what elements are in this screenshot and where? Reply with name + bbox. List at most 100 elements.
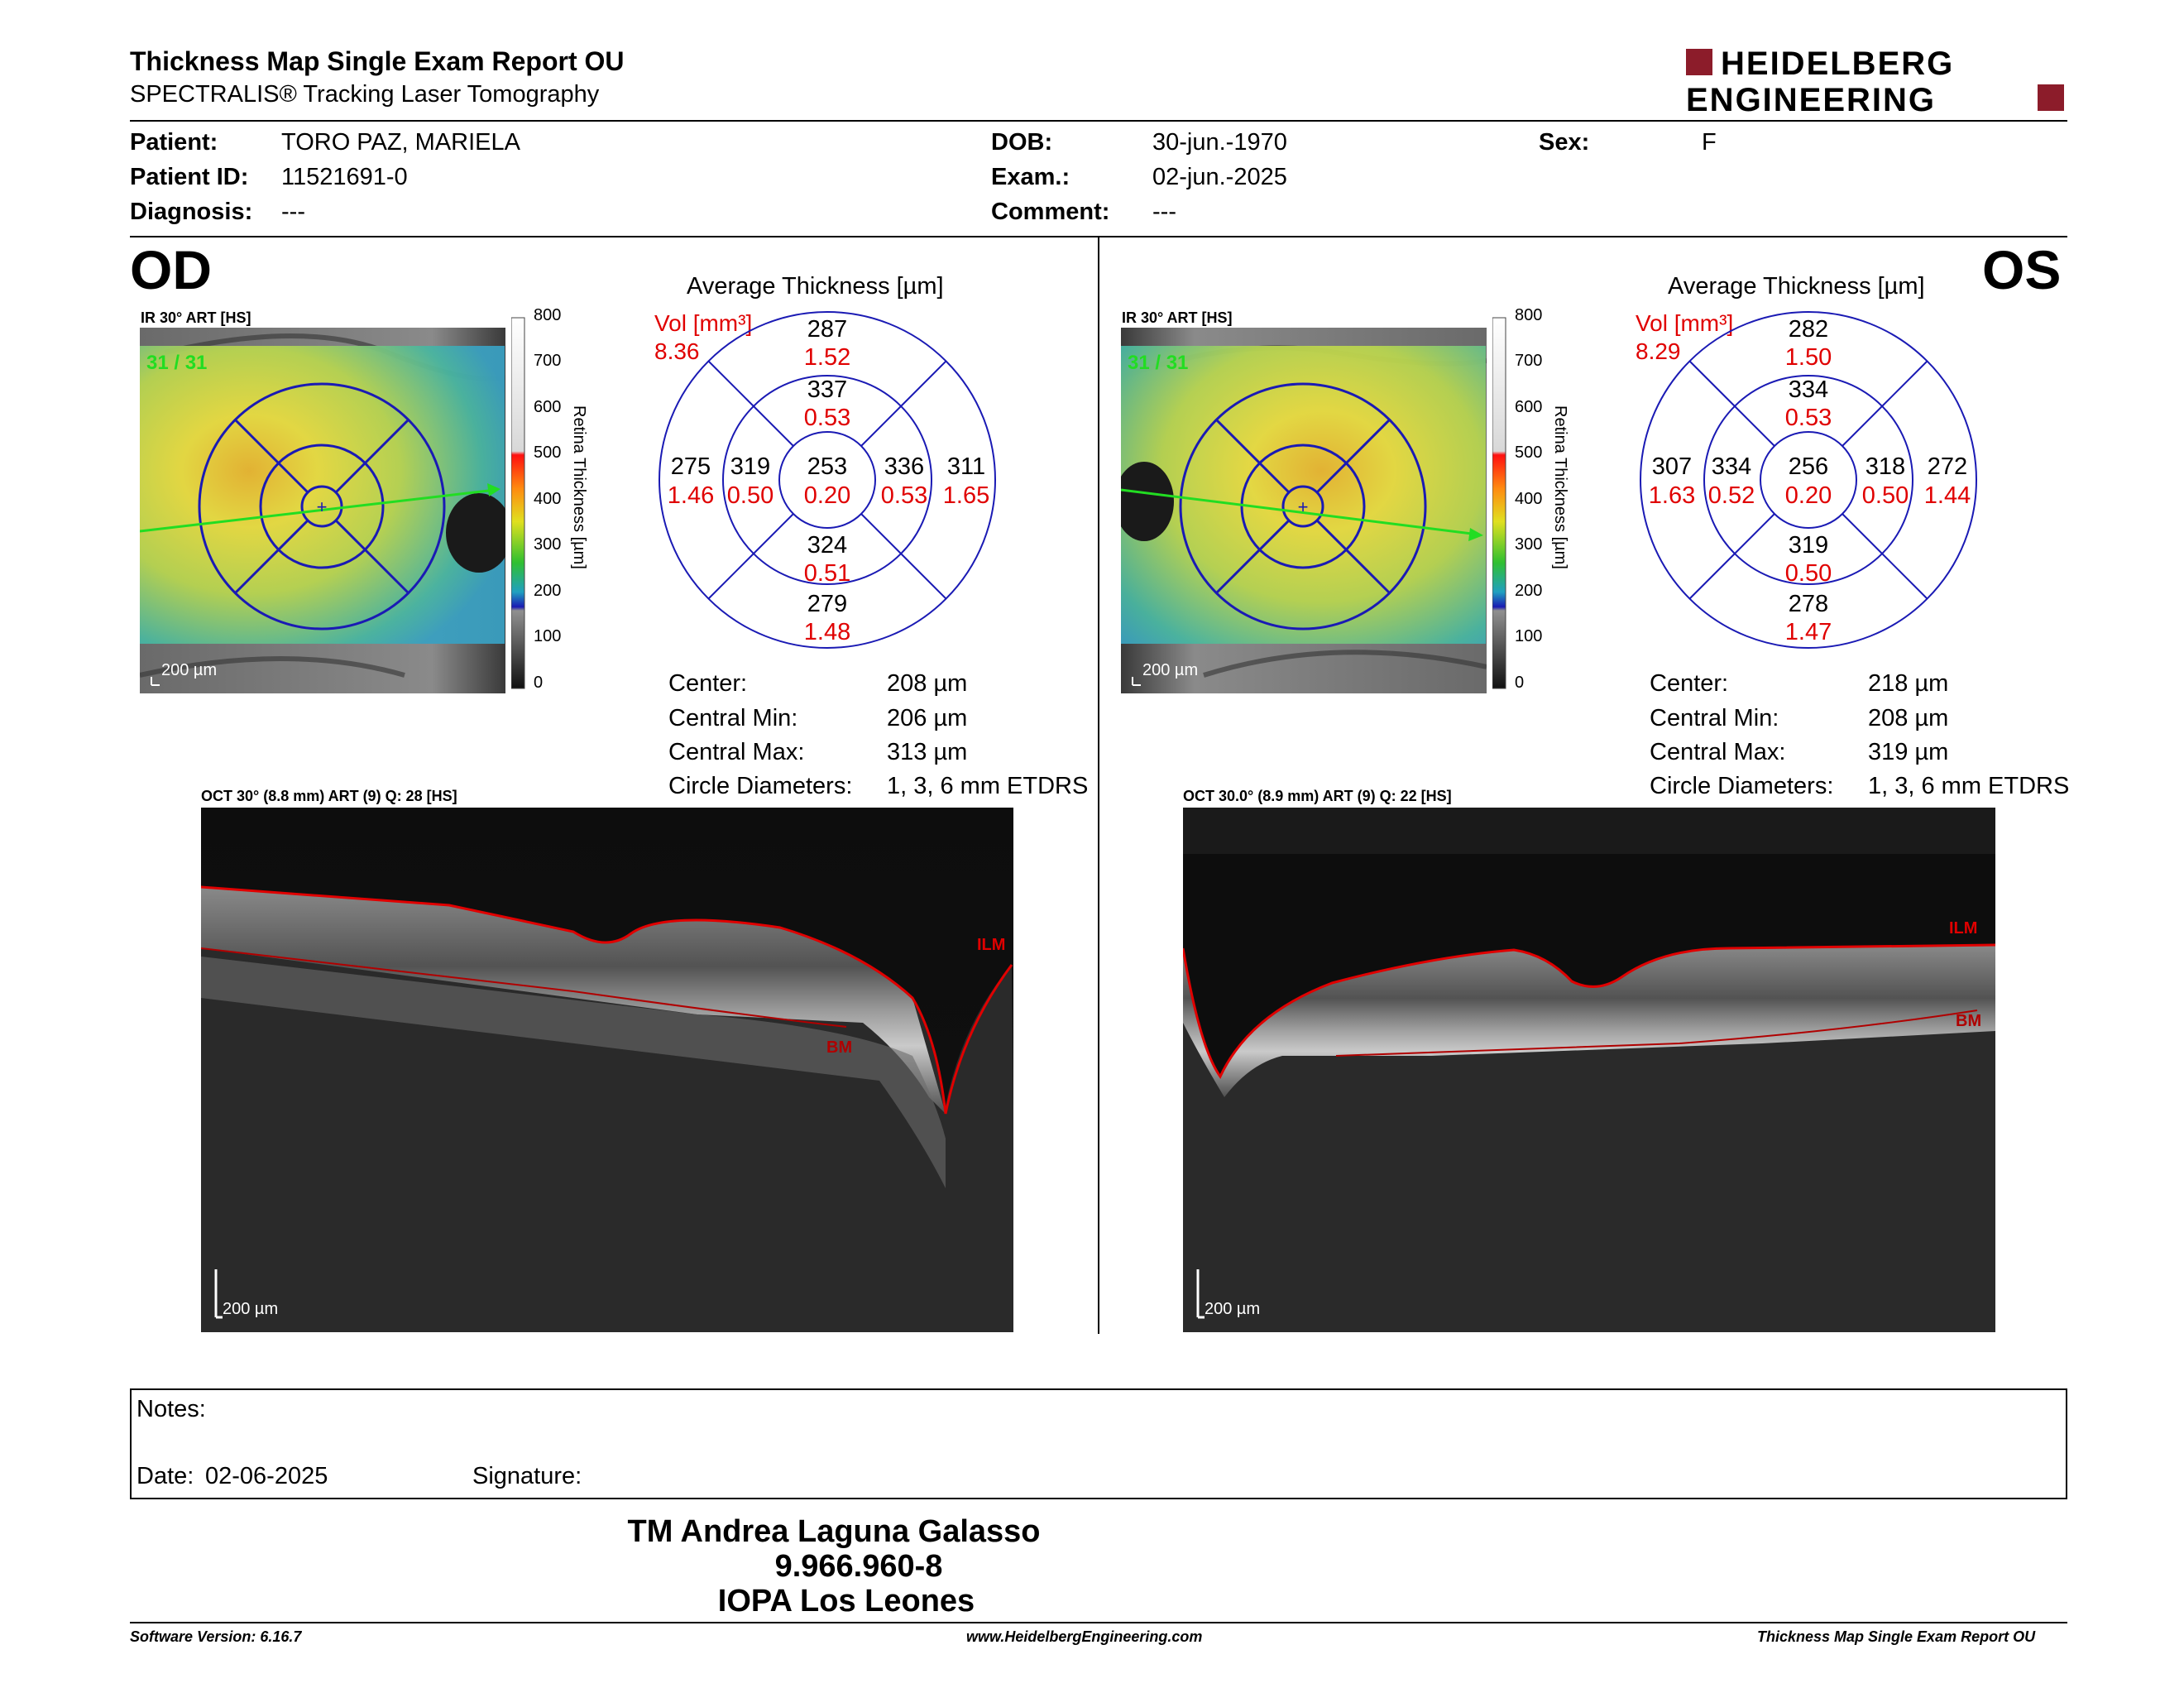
- od-nas-inner-thickness: 336: [884, 453, 924, 480]
- os-nas-inner-thickness: 318: [1866, 453, 1905, 480]
- od-inf-outer-volume: 1.48: [804, 619, 850, 645]
- od-diam-value: 1, 3, 6 mm ETDRS: [887, 773, 1089, 799]
- date-label: Date:: [136, 1463, 194, 1489]
- report-title: Thickness Map Single Exam Report OU: [130, 46, 625, 76]
- svg-text:ILM: ILM: [977, 936, 1005, 954]
- os-nas-inner-volume: 0.50: [1862, 482, 1909, 509]
- software-version: Software Version: 6.16.7: [130, 1628, 302, 1645]
- sex-label: Sex:: [1539, 129, 1590, 156]
- os-oct-bscan: ILM BM 200 µm: [1183, 808, 1995, 1332]
- od-colorbar: [510, 316, 584, 697]
- od-min-value: 206 µm: [887, 705, 968, 731]
- od-ir-caption: IR 30° ART [HS]: [141, 309, 251, 326]
- svg-text:31 / 31: 31 / 31: [1128, 352, 1188, 374]
- date-value: 02-06-2025: [205, 1463, 328, 1489]
- os-inf-outer-volume: 1.47: [1785, 619, 1832, 645]
- patient-name: TORO PAZ, MARIELA: [281, 129, 520, 156]
- od-vol-label: Vol [mm³]: [654, 310, 753, 336]
- od-oct-bscan: ILM BM 200 µm: [201, 808, 1013, 1332]
- svg-text:31 / 31: 31 / 31: [146, 352, 207, 374]
- svg-text:200 µm: 200 µm: [1142, 661, 1198, 679]
- od-sup-inner-thickness: 337: [807, 376, 847, 403]
- od-inf-inner-volume: 0.51: [804, 560, 850, 587]
- os-diam-value: 1, 3, 6 mm ETDRS: [1868, 773, 2070, 799]
- od-temp-inner-volume: 0.50: [727, 482, 774, 509]
- os-nas-outer-thickness: 272: [1928, 453, 1967, 480]
- os-ir-caption: IR 30° ART [HS]: [1122, 309, 1233, 326]
- os-max-value: 319 µm: [1868, 739, 1949, 765]
- od-sup-inner-volume: 0.53: [804, 405, 850, 431]
- exam-label: Exam.:: [991, 164, 1070, 190]
- signature-label: Signature:: [472, 1463, 582, 1489]
- od-inf-inner-thickness: 324: [807, 532, 847, 559]
- os-vol-value: 8.29: [1636, 338, 1681, 364]
- os-sup-inner-volume: 0.53: [1785, 405, 1832, 431]
- os-avg-title: Average Thickness [µm]: [1668, 273, 1925, 300]
- eye-divider: [1098, 237, 1099, 1334]
- comment-value: ---: [1152, 199, 1176, 225]
- signature-clinic: IOPA Los Leones: [717, 1584, 975, 1618]
- os-temp-outer-thickness: 307: [1652, 453, 1692, 480]
- os-etdrs-grid: 282 1.50 334 0.53 307 1.63 334 0.52 256 …: [1640, 311, 1977, 649]
- svg-text:ILM: ILM: [1949, 919, 1977, 938]
- os-sup-inner-thickness: 334: [1789, 376, 1828, 403]
- diagnosis-label: Diagnosis:: [130, 199, 253, 225]
- os-sup-outer-volume: 1.50: [1785, 344, 1832, 371]
- header-divider: [130, 120, 2067, 122]
- notes-box[interactable]: [130, 1388, 2067, 1499]
- od-sup-outer-thickness: 287: [807, 316, 847, 343]
- os-diam-label: Circle Diameters:: [1650, 773, 1834, 799]
- dob-value: 30-jun.-1970: [1152, 129, 1287, 156]
- svg-text:+: +: [317, 496, 328, 517]
- os-inf-inner-thickness: 319: [1789, 532, 1828, 559]
- svg-text:+: +: [1298, 496, 1309, 517]
- notes-label: Notes:: [136, 1396, 206, 1422]
- od-avg-title: Average Thickness [µm]: [687, 273, 944, 300]
- od-center-thickness: 253: [807, 453, 847, 480]
- os-colorbar: [1492, 316, 1565, 697]
- svg-text:HEIDELBERG: HEIDELBERG: [1721, 46, 1954, 82]
- od-nas-inner-volume: 0.53: [881, 482, 927, 509]
- os-nas-outer-volume: 1.44: [1924, 482, 1971, 509]
- os-inf-outer-thickness: 278: [1789, 591, 1828, 617]
- signature-name: TM Andrea Laguna Galasso: [627, 1514, 1041, 1549]
- comment-label: Comment:: [991, 199, 1110, 225]
- od-etdrs-grid: 287 1.52 337 0.53 275 1.46 319 0.50 253 …: [659, 311, 996, 649]
- os-vol-label: Vol [mm³]: [1636, 310, 1734, 336]
- os-oct-caption: OCT 30.0° (8.9 mm) ART (9) Q: 22 [HS]: [1183, 788, 1452, 804]
- os-center-value: 218 µm: [1868, 670, 1949, 697]
- diagnosis-value: ---: [281, 199, 305, 225]
- od-temp-outer-volume: 1.46: [668, 482, 714, 509]
- od-max-value: 313 µm: [887, 739, 968, 765]
- svg-text:BM: BM: [826, 1038, 852, 1057]
- os-eye-label: OS: [1982, 239, 2062, 300]
- od-nas-outer-volume: 1.65: [943, 482, 989, 509]
- sex-value: F: [1702, 129, 1717, 156]
- os-min-value: 208 µm: [1868, 705, 1949, 731]
- website-link[interactable]: www.HeidelbergEngineering.com: [966, 1628, 1203, 1645]
- od-oct-caption: OCT 30° (8.8 mm) ART (9) Q: 28 [HS]: [201, 788, 457, 804]
- footer-divider: [130, 1622, 2067, 1623]
- od-diam-label: Circle Diameters:: [668, 773, 853, 799]
- patient-id-value: 11521691-0: [281, 164, 408, 190]
- os-sup-outer-thickness: 282: [1789, 316, 1828, 343]
- svg-text:ENGINEERING: ENGINEERING: [1686, 82, 1936, 116]
- report-subtitle: SPECTRALIS® Tracking Laser Tomography: [130, 81, 600, 108]
- od-center-volume: 0.20: [804, 482, 850, 509]
- od-center-label: Center:: [668, 670, 748, 697]
- svg-text:BM: BM: [1956, 1012, 1981, 1030]
- od-fundus-thickness-map: + 31 / 31 200 µm: [140, 328, 505, 693]
- od-inf-outer-thickness: 279: [807, 591, 847, 617]
- od-max-label: Central Max:: [668, 739, 805, 765]
- od-min-label: Central Min:: [668, 705, 798, 731]
- os-colorbar-title: Retina Thickness [µm]: [1551, 405, 1569, 569]
- od-colorbar-ticks: 800 700 600 500 400 300 200 100 0: [534, 306, 562, 692]
- od-sup-outer-volume: 1.52: [804, 344, 850, 371]
- os-colorbar-ticks: 800 700 600 500 400 300 200 100 0: [1515, 306, 1543, 692]
- signature-id: 9.966.960-8: [774, 1549, 943, 1584]
- od-vol-value: 8.36: [654, 338, 700, 364]
- os-temp-outer-volume: 1.63: [1649, 482, 1695, 509]
- patient-id-label: Patient ID:: [130, 164, 249, 190]
- os-inf-inner-volume: 0.50: [1785, 560, 1832, 587]
- od-center-value: 208 µm: [887, 670, 968, 697]
